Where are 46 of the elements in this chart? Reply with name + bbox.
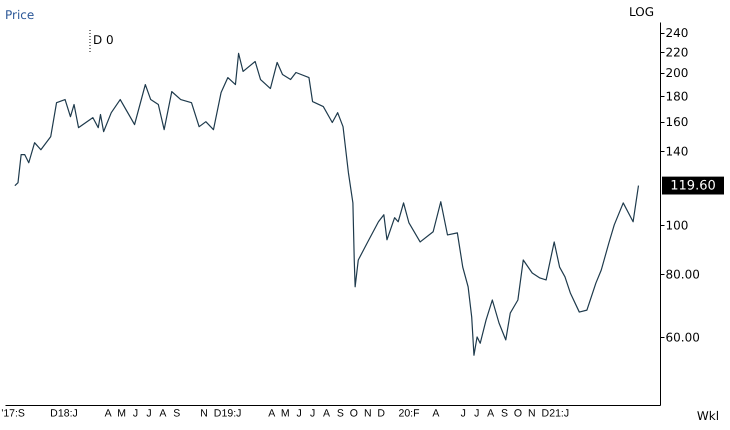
x-tick-label: A (322, 408, 330, 420)
x-tick-label: 18:J (58, 408, 78, 420)
x-tick-label: J (146, 408, 152, 420)
x-tick-label: N (528, 408, 536, 420)
x-tick-label: M (280, 408, 290, 420)
x-tick-label: J (310, 408, 316, 420)
x-tick-label: D (214, 408, 222, 420)
y-tick-label: 180 (666, 89, 688, 104)
text: Wkl (696, 409, 720, 423)
y-tick-label: 60.00 (666, 330, 700, 344)
y-tick-label: 160 (666, 115, 688, 130)
x-tick-label: A (487, 408, 494, 420)
x-tick-label: J (474, 408, 480, 420)
x-tick-label: S (336, 408, 344, 420)
y-axis-title: Price (5, 8, 34, 22)
x-tick-label: J (460, 408, 466, 420)
x-tick-label: D (541, 408, 550, 420)
x-tick-label: '17:S (1, 408, 25, 420)
y-tick-label: 200 (666, 66, 688, 80)
x-tick-label: 19:J (222, 408, 242, 420)
x-tick-label: O (350, 408, 358, 420)
x-tick-label: J (296, 408, 302, 420)
x-tick-label: A (104, 408, 112, 420)
x-tick-label: A (268, 408, 276, 420)
x-tick-label: D (50, 408, 58, 420)
annotation: D 0 (93, 33, 114, 47)
x-tick-label: O (514, 408, 522, 420)
line-series (14, 52, 640, 356)
y-tick-label: 100 (666, 218, 688, 232)
y-tick-label: 240 (666, 26, 688, 40)
y-tick-label: 220 (666, 45, 688, 60)
text: LOG (628, 5, 654, 19)
x-tick-label: D (377, 408, 386, 420)
x-tick-label: J (132, 408, 138, 420)
text: 119.60 (670, 178, 716, 194)
x-tick-label: S (173, 408, 180, 420)
y-tick-label: 80.00 (666, 267, 700, 282)
x-tick-label: 21:J (549, 408, 570, 420)
x-tick-label: A (432, 408, 440, 420)
x-tick-label: A (159, 408, 166, 420)
x-tick-label: 20:F (398, 408, 420, 420)
x-tick-label: S (500, 408, 508, 420)
x-tick-label: M (117, 408, 126, 420)
y-tick-label: 140 (666, 144, 688, 158)
x-tick-label: N (200, 408, 208, 420)
x-tick-label: N (364, 408, 372, 420)
